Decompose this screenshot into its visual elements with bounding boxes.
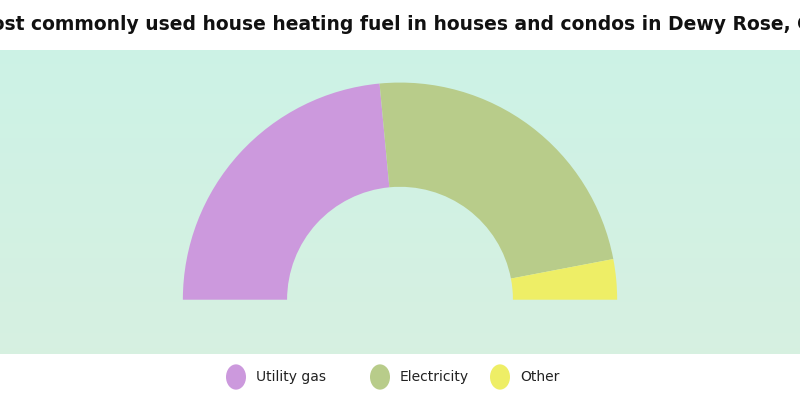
Wedge shape xyxy=(183,84,390,300)
Wedge shape xyxy=(379,82,614,278)
Text: Electricity: Electricity xyxy=(400,370,469,384)
Text: Most commonly used house heating fuel in houses and condos in Dewy Rose, GA: Most commonly used house heating fuel in… xyxy=(0,16,800,34)
Ellipse shape xyxy=(226,364,246,390)
Text: Other: Other xyxy=(520,370,559,384)
Wedge shape xyxy=(511,259,617,300)
Ellipse shape xyxy=(370,364,390,390)
Text: Utility gas: Utility gas xyxy=(256,370,326,384)
Ellipse shape xyxy=(490,364,510,390)
